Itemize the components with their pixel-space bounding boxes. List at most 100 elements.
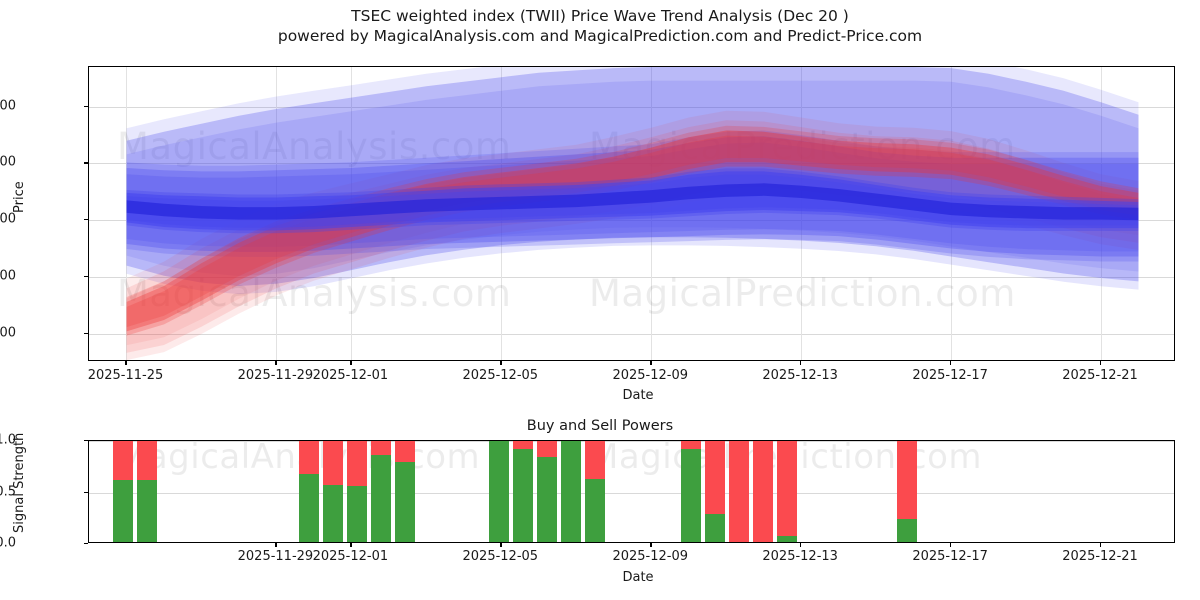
watermark: MagicalAnalysis.com [117, 272, 512, 315]
buy-power-segment [897, 519, 917, 542]
signal-bar[interactable] [347, 441, 367, 542]
buy-power-segment [137, 480, 157, 542]
upper-x-tick-label: 2025-12-21 [1062, 368, 1138, 383]
chart-title: TSEC weighted index (TWII) Price Wave Tr… [351, 7, 849, 25]
price-wave-bands [126, 67, 1139, 360]
signal-bar[interactable] [137, 441, 157, 542]
upper-x-tick-mark [1100, 361, 1102, 365]
signal-bar[interactable] [705, 441, 725, 542]
upper-x-tick-mark [350, 361, 352, 365]
signal-bar[interactable] [585, 441, 605, 542]
lower-y-tick-mark [84, 440, 88, 442]
buy-power-segment [681, 449, 701, 542]
sell-power-segment [513, 441, 533, 450]
upper-y-tick-mark [84, 332, 88, 334]
upper-x-tick-mark [275, 361, 277, 365]
signal-bar[interactable] [323, 441, 343, 542]
upper-y-tick-mark [84, 162, 88, 164]
buy-power-segment [513, 449, 533, 542]
signal-bar[interactable] [395, 441, 415, 542]
signal-bar[interactable] [513, 441, 533, 542]
lower-gridline [89, 492, 1174, 494]
watermark: MagicalPrediction.com [589, 272, 1016, 315]
lower-y-tick-label: 1.0 [0, 432, 16, 448]
lower-x-axis-label: Date [622, 570, 654, 585]
lower-x-tick-label: 2025-12-17 [912, 549, 988, 564]
sell-power-segment [137, 441, 157, 481]
signal-bar[interactable] [299, 441, 319, 542]
sell-power-segment [705, 441, 725, 515]
upper-y-tick-label: 27000 [0, 268, 16, 284]
upper-x-tick-label: 2025-12-09 [612, 368, 689, 383]
upper-x-tick-label: 2025-11-25 [87, 368, 164, 383]
buy-power-segment [489, 441, 509, 542]
signal-bar[interactable] [729, 441, 749, 542]
buy-power-segment [585, 479, 605, 542]
sell-power-segment [395, 441, 415, 462]
buy-power-segment [371, 455, 391, 542]
sell-power-segment [753, 441, 773, 542]
lower-x-tick-mark [650, 543, 652, 547]
buy-power-segment [561, 441, 581, 542]
price-wave-plot-area: MagicalAnalysis.com MagicalPrediction.com… [88, 66, 1175, 361]
signal-bar[interactable] [537, 441, 557, 542]
band-red-core [126, 130, 1139, 332]
lower-x-tick-label: 2025-12-01 [312, 549, 389, 564]
buy-power-segment [777, 535, 797, 542]
sell-power-segment [777, 441, 797, 536]
watermark: MagicalAnalysis.com [117, 441, 480, 477]
upper-y-tick-mark [84, 219, 88, 221]
signal-bar[interactable] [113, 441, 133, 542]
signal-bar[interactable] [371, 441, 391, 542]
buy-power-segment [537, 456, 557, 542]
upper-x-axis-label: Date [622, 388, 654, 403]
upper-x-tick-mark [125, 361, 127, 365]
upper-x-tick-mark [800, 361, 802, 365]
band-blue-core-2 [126, 174, 1139, 234]
lower-y-tick-label: 0.5 [0, 484, 16, 499]
buy-power-segment [705, 514, 725, 542]
lower-x-tick-label: 2025-12-21 [1062, 549, 1138, 564]
lower-x-tick-mark [500, 543, 502, 547]
band-blue-center [126, 183, 1139, 221]
sell-power-segment [347, 441, 367, 487]
signal-bar[interactable] [561, 441, 581, 542]
band-red-outer-3 [126, 110, 1139, 346]
lower-x-tick-mark [275, 543, 277, 547]
chart-subtitle: powered by MagicalAnalysis.com and Magic… [277, 27, 923, 45]
upper-x-tick-mark [950, 361, 952, 365]
upper-x-tick-label: 2025-11-29 [237, 368, 314, 383]
signal-bar[interactable] [753, 441, 773, 542]
signal-bar[interactable] [897, 441, 917, 542]
lower-y-axis-label: Signal Strength [12, 432, 27, 533]
buy-power-segment [113, 480, 133, 542]
signal-bar[interactable] [489, 441, 509, 542]
sell-power-segment [897, 441, 917, 520]
lower-y-tick-mark [84, 543, 88, 545]
lower-x-tick-label: 2025-12-09 [612, 549, 689, 564]
watermark: MagicalPrediction.com [589, 125, 1016, 168]
lower-x-tick-label: 2025-12-13 [762, 549, 838, 564]
lower-x-tick-mark [1100, 543, 1102, 547]
sell-power-segment [537, 441, 557, 457]
lower-x-tick-mark [950, 543, 952, 547]
lower-y-tick-mark [84, 491, 88, 493]
upper-y-tick-label: 26500 [0, 325, 16, 341]
buy-power-segment [395, 461, 415, 542]
upper-y-axis-label: Price [12, 181, 27, 213]
upper-y-tick-mark [84, 105, 88, 107]
upper-gridline [89, 220, 1174, 222]
sell-power-segment [371, 441, 391, 456]
signal-bar[interactable] [681, 441, 701, 542]
upper-x-tick-label: 2025-12-17 [912, 368, 988, 383]
band-red-outer [126, 120, 1139, 353]
sell-power-segment [729, 441, 749, 542]
upper-x-tick-label: 2025-12-13 [762, 368, 838, 383]
upper-y-tick-label: 28500 [0, 98, 16, 114]
upper-x-tick-label: 2025-12-05 [462, 368, 539, 383]
signal-bar[interactable] [777, 441, 797, 542]
upper-gridline [89, 333, 1174, 335]
lower-chart-title: Buy and Sell Powers [526, 418, 674, 434]
upper-gridline [89, 106, 1174, 108]
